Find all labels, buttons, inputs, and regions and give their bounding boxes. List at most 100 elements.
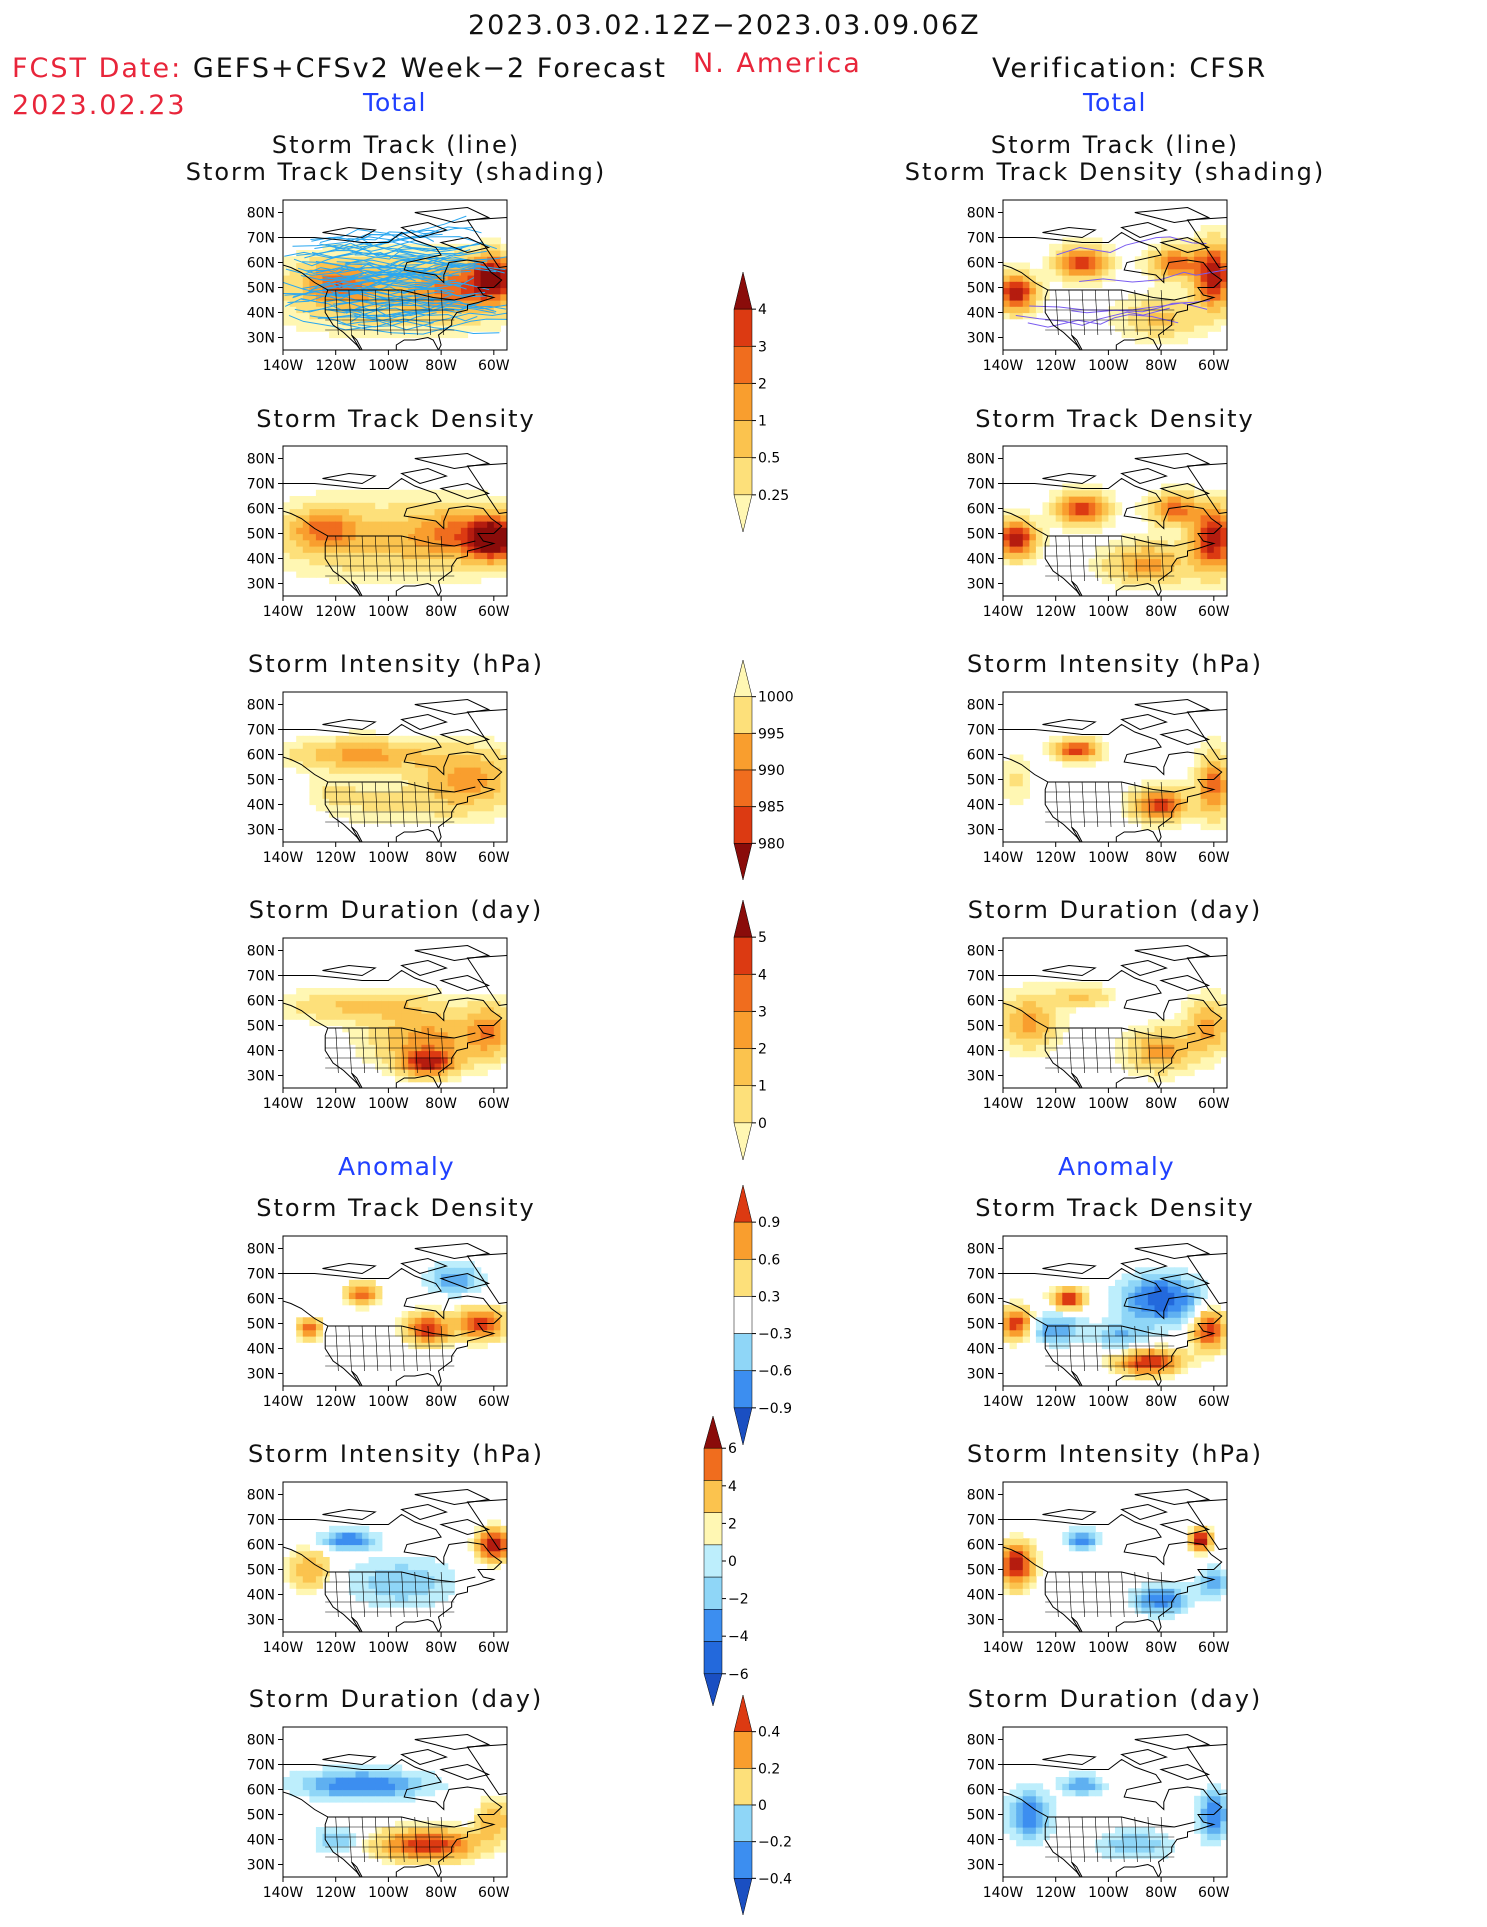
- shading-cell: [468, 1026, 475, 1033]
- shading-cell: [1023, 1563, 1030, 1570]
- shading-cell: [1135, 1069, 1142, 1076]
- shading-cell: [1181, 1305, 1188, 1312]
- shading-cell: [1095, 244, 1102, 251]
- shading-cell: [454, 761, 461, 768]
- shading-cell: [1161, 780, 1168, 787]
- shading-cell: [1201, 1796, 1208, 1803]
- shading-cell: [1023, 792, 1030, 799]
- shading-cell: [356, 1532, 363, 1539]
- shading-cell: [1003, 1311, 1010, 1318]
- shading-cell: [1056, 1311, 1063, 1318]
- shading-cell: [395, 509, 402, 516]
- lat-tick-label: 30N: [247, 823, 275, 839]
- shading-cell: [1115, 1336, 1122, 1343]
- shading-cell: [481, 1342, 488, 1349]
- shading-cell: [362, 1796, 369, 1803]
- shading-cell: [382, 1069, 389, 1076]
- shading-cell: [441, 1317, 448, 1324]
- shading-cell: [1135, 1607, 1142, 1614]
- shading-cell: [1181, 325, 1188, 332]
- shading-cell: [395, 786, 402, 793]
- shading-cell: [375, 736, 382, 743]
- shading-cell: [435, 798, 442, 805]
- shading-cell: [454, 767, 461, 774]
- shading-cell: [481, 817, 488, 824]
- shading-cell: [309, 1324, 316, 1331]
- shading-cell: [1102, 1361, 1109, 1368]
- shading-cell: [1148, 1367, 1155, 1374]
- shading-cell: [1181, 509, 1188, 516]
- shading-cell: [1148, 288, 1155, 295]
- shading-cell: [1207, 559, 1214, 566]
- shading-cell: [1155, 1342, 1162, 1349]
- shading-cell: [1095, 263, 1102, 270]
- shading-cell: [1174, 263, 1181, 270]
- shading-cell: [1128, 577, 1135, 584]
- shading-cell: [369, 1595, 376, 1602]
- shading-cell: [369, 571, 376, 578]
- shading-cell: [369, 1292, 376, 1299]
- shading-cell: [336, 331, 343, 338]
- shading-cell: [1214, 238, 1221, 245]
- shading-cell: [1036, 294, 1043, 301]
- shading-cell: [329, 496, 336, 503]
- shading-cell: [408, 1858, 415, 1865]
- shading-cell: [428, 1570, 435, 1577]
- lat-tick-label: 40N: [247, 1342, 275, 1358]
- shading-cell: [1188, 798, 1195, 805]
- shading-cell: [296, 988, 303, 995]
- shading-cell: [395, 527, 402, 534]
- shading-cell: [494, 1026, 501, 1033]
- lat-tick-label: 70N: [967, 969, 995, 985]
- shading-cell: [349, 1032, 356, 1039]
- shading-cell: [1207, 1038, 1214, 1045]
- shading-cell: [1181, 1299, 1188, 1306]
- shading-cell: [1049, 1324, 1056, 1331]
- shading-cell: [1128, 540, 1135, 547]
- shading-cell: [382, 1001, 389, 1008]
- shading-cell: [296, 325, 303, 332]
- shading-cell: [1016, 767, 1023, 774]
- shading-cell: [1207, 231, 1214, 238]
- shading-cell: [1108, 1311, 1115, 1318]
- shading-cell: [356, 496, 363, 503]
- shading-cell: [1141, 1349, 1148, 1356]
- shading-cell: [283, 319, 290, 326]
- shading-cell: [382, 798, 389, 805]
- shading-cell: [481, 1852, 488, 1859]
- shading-cell: [1043, 1001, 1050, 1008]
- shading-cell: [1214, 325, 1221, 332]
- shading-cell: [1201, 1802, 1208, 1809]
- shading-cell: [448, 521, 455, 528]
- shading-cell: [1148, 1051, 1155, 1058]
- shading-cell: [474, 577, 481, 584]
- shading-cell: [1148, 1063, 1155, 1070]
- shading-cell: [454, 546, 461, 553]
- shading-cell: [1062, 1790, 1069, 1797]
- shading-cell: [1135, 1852, 1142, 1859]
- shading-cell: [1214, 490, 1221, 497]
- shading-cell: [1023, 1324, 1030, 1331]
- shading-cell: [402, 817, 409, 824]
- shading-cell: [296, 313, 303, 320]
- shading-cell: [1201, 325, 1208, 332]
- shading-cell: [1188, 1355, 1195, 1362]
- shading-cell: [1056, 748, 1063, 755]
- shading-cell: [474, 509, 481, 516]
- shading-cell: [316, 1576, 323, 1583]
- shading-cell: [402, 1557, 409, 1564]
- shading-cell: [1016, 1311, 1023, 1318]
- shading-cell: [356, 1545, 363, 1552]
- shading-cell: [1128, 325, 1135, 332]
- shading-cell: [1194, 1355, 1201, 1362]
- shading-cell: [1062, 1532, 1069, 1539]
- shading-cell: [1023, 313, 1030, 320]
- shading-cell: [382, 1032, 389, 1039]
- shading-cell: [1043, 1790, 1050, 1797]
- shading-cell: [487, 1013, 494, 1020]
- shading-cell: [283, 1013, 290, 1020]
- shading-cell: [474, 817, 481, 824]
- shading-cell: [395, 1790, 402, 1797]
- shading-cell: [309, 1771, 316, 1778]
- shading-cell: [1029, 1007, 1036, 1014]
